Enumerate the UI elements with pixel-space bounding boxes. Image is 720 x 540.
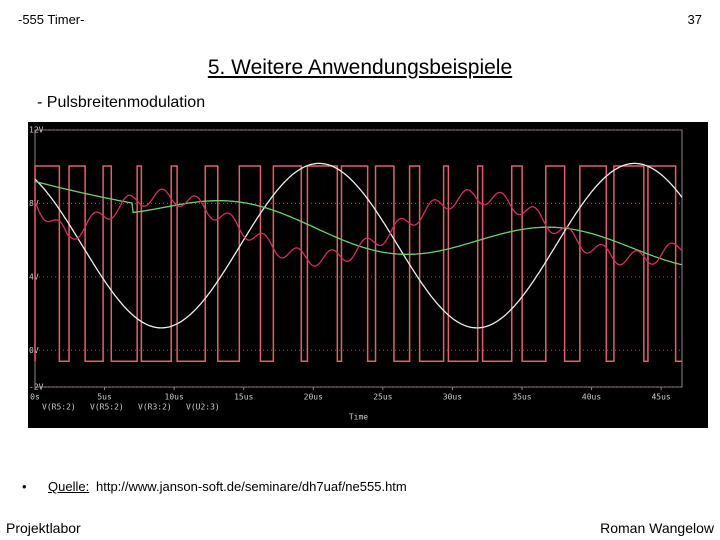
x-tick-label: 30us [443, 393, 462, 402]
y-tick-label: -2V [29, 383, 44, 392]
subtitle: - Pulsbreitenmodulation [37, 94, 206, 111]
x-tick-label: 0s [30, 393, 40, 402]
x-tick-label: 35us [512, 393, 531, 402]
y-tick-label: 12V [29, 126, 44, 135]
x-tick-label: 25us [373, 393, 392, 402]
trace-sine [34, 162, 683, 329]
y-tick-label: 8V [29, 199, 39, 208]
header-left: -555 Timer- [18, 12, 85, 27]
y-tick-label: 4V [29, 272, 39, 281]
legend-entry: V(R3:2) [138, 403, 172, 412]
footer-left: Projektlabor [6, 520, 81, 536]
footer-right: Roman Wangelow [600, 520, 714, 536]
source-url[interactable]: http://www.janson-soft.de/seminare/dh7ua… [96, 479, 407, 494]
x-tick-label: 5us [97, 393, 112, 402]
x-tick-label: 45us [651, 393, 670, 402]
page-number: 37 [687, 12, 702, 27]
bullet: • [22, 479, 27, 494]
source-label: Quelle: [48, 479, 90, 494]
x-tick-label: 40us [582, 393, 601, 402]
x-tick-label: 15us [234, 393, 253, 402]
y-tick-label: 0V [29, 346, 39, 355]
legend-entry: V(R5:2) [90, 403, 124, 412]
legend-entry: V(U2:3) [186, 403, 220, 412]
x-tick-label: 20us [304, 393, 323, 402]
legend-entry: V(R5:2) [42, 403, 76, 412]
x-tick-label: 10us [165, 393, 184, 402]
trace-ramp [34, 188, 683, 267]
slide-title: 5. Weitere Anwendungsbeispiele [207, 56, 513, 79]
trace-pwm [34, 165, 682, 363]
x-axis-label: Time [349, 413, 368, 422]
